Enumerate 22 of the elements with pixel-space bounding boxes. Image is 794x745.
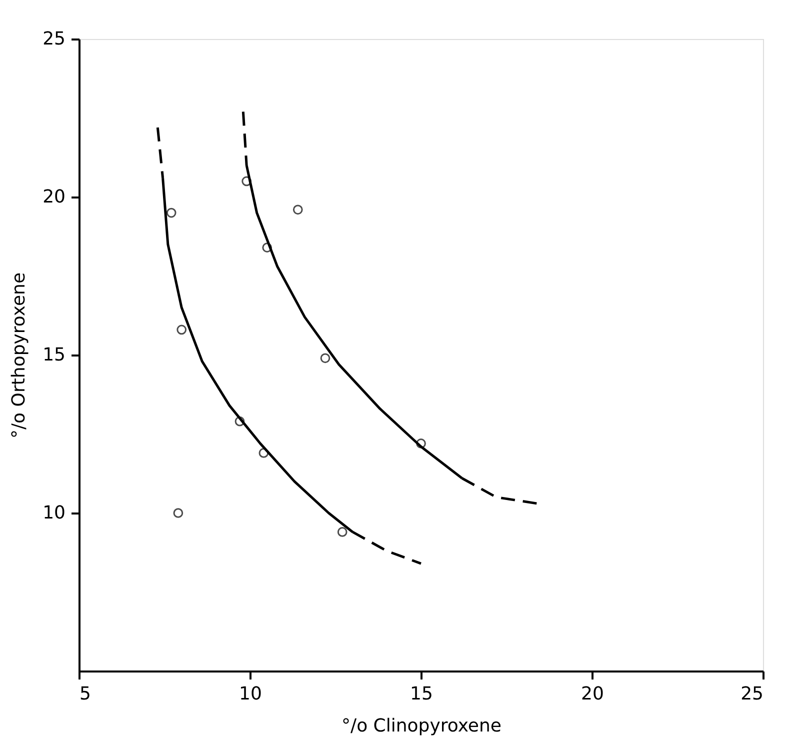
point: [262, 242, 272, 252]
point: [320, 353, 330, 364]
point: [337, 527, 348, 537]
point: [416, 438, 426, 448]
point: [292, 204, 303, 215]
y-tick-label: 20: [42, 186, 66, 208]
point: [173, 508, 184, 518]
x-tick-label: 25: [740, 684, 764, 704]
x-tick-label: 5: [80, 684, 91, 704]
y-axis-title: °/o Orthopyroxene: [8, 272, 30, 439]
point: [258, 448, 269, 458]
y-tick-label: 10: [42, 502, 66, 524]
y-tick-label: 25: [42, 28, 66, 50]
x-tick-label: 15: [410, 684, 433, 704]
x-tick-label: 20: [581, 684, 604, 704]
point: [234, 416, 245, 426]
point: [166, 208, 176, 218]
point: [242, 176, 252, 186]
x-tick-label: 10: [239, 684, 262, 704]
y-tick-label: 15: [42, 344, 66, 366]
point: [176, 324, 187, 335]
x-axis-title: °/o Clinopyroxene: [342, 716, 502, 736]
